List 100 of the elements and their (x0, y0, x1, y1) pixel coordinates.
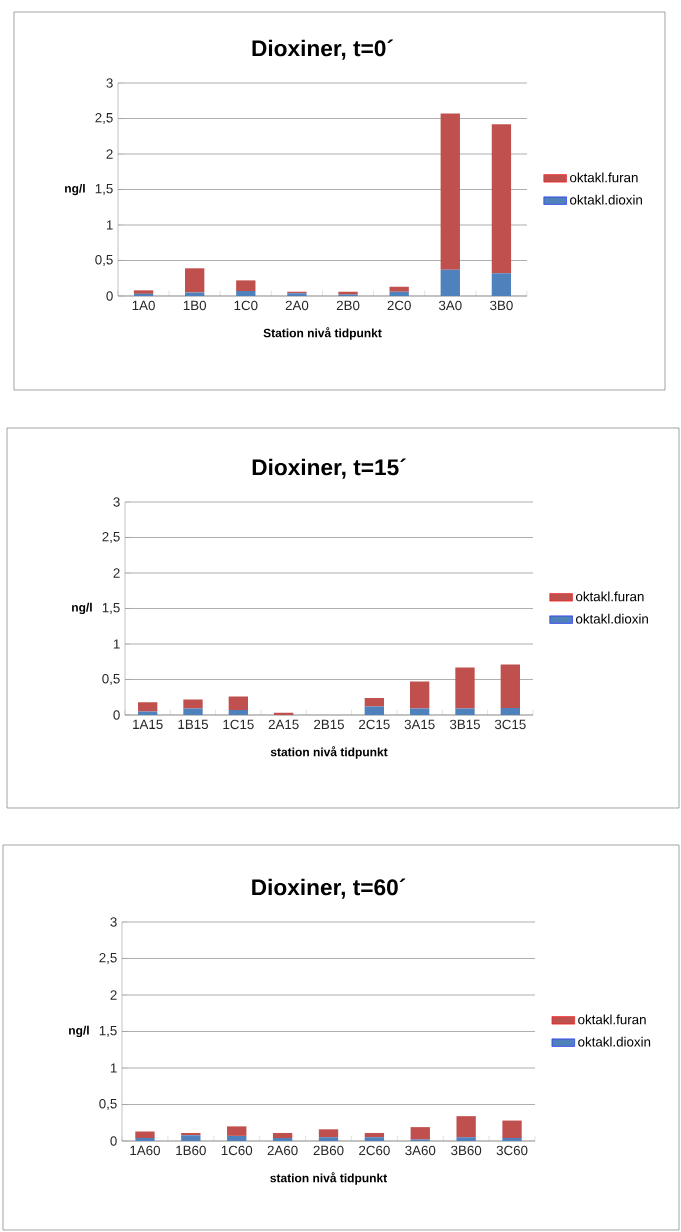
bar (500, 664, 520, 708)
chart-title: Dioxiner, t=60´ (252, 878, 406, 899)
x-tick-label: 2A60 (267, 1145, 298, 1156)
x-tick-label: 1A0 (132, 300, 155, 311)
x-axis-title: Station nivå tidpunkt (263, 327, 382, 340)
x-tick-label: 1A60 (130, 1145, 160, 1156)
bar (236, 280, 256, 292)
bar (272, 1138, 293, 1141)
y-tick-label: 1 (110, 1063, 117, 1073)
y-tick-label: 0,5 (95, 254, 113, 267)
bar (318, 1137, 339, 1141)
x-tick-label: 3A15 (404, 719, 435, 730)
bar (410, 1127, 430, 1140)
y-tick-label: 2 (106, 149, 113, 159)
bar (183, 708, 203, 715)
legend-label: oktakl.furan (576, 591, 644, 602)
y-tick-label: 1 (106, 220, 113, 230)
y-tick-label: 0 (106, 291, 113, 301)
x-tick-label: 1A15 (133, 719, 163, 729)
bar (491, 124, 512, 274)
bar (502, 1120, 522, 1139)
bar (440, 269, 460, 296)
bar (227, 1126, 247, 1136)
y-tick-label: 0 (110, 1136, 117, 1146)
x-tick-label: 2B60 (313, 1145, 344, 1156)
bar (409, 708, 430, 715)
bar (502, 1138, 522, 1141)
y-axis-title: ng/l (65, 183, 85, 196)
x-tick-label: 1B60 (176, 1145, 206, 1156)
y-tick-label: 2 (113, 568, 120, 578)
x-tick-label: 1B15 (178, 719, 209, 729)
bar (440, 113, 460, 270)
x-tick-label: 3B60 (451, 1145, 482, 1156)
bar (318, 1129, 339, 1138)
x-tick-label: 3C60 (496, 1145, 528, 1156)
y-tick-label: 2,5 (102, 532, 120, 544)
bar (181, 1135, 201, 1141)
bar (181, 1132, 201, 1136)
y-tick-label: 1,5 (102, 603, 120, 614)
bar (138, 711, 158, 715)
y-tick-label: 3 (113, 497, 120, 507)
bar (456, 1137, 476, 1141)
y-tick-label: 1,5 (95, 184, 113, 195)
legend-label: oktakl.furan (570, 172, 638, 183)
y-tick-label: 1 (113, 639, 120, 649)
bar (364, 706, 384, 715)
x-tick-label: 1C0 (234, 300, 258, 311)
y-tick-label: 2,5 (95, 113, 113, 125)
x-tick-label: 3B15 (449, 719, 480, 730)
bar (227, 1135, 247, 1141)
x-tick-label: 2A15 (268, 719, 299, 730)
y-tick-label: 0,5 (99, 1098, 117, 1111)
bar (409, 681, 430, 709)
x-tick-label: 3A60 (405, 1145, 436, 1156)
chart-title: Dioxiner, t=0´ (252, 39, 394, 60)
bar (135, 1131, 155, 1139)
y-axis-title: ng/l (72, 602, 92, 615)
y-axis-title: ng/l (69, 1025, 89, 1038)
y-tick-label: 0,5 (102, 673, 120, 686)
bar (185, 268, 205, 293)
bar (183, 699, 203, 709)
x-tick-label: 2C60 (359, 1145, 390, 1156)
y-tick-label: 1,5 (99, 1026, 117, 1037)
bar (364, 697, 384, 707)
x-tick-label: 2A0 (285, 300, 309, 311)
x-tick-label: 2B0 (336, 300, 360, 311)
bar (135, 1138, 155, 1141)
bar (185, 292, 205, 296)
bar (228, 696, 248, 711)
x-tick-label: 3B0 (490, 300, 513, 311)
legend-label: oktakl.dioxin (576, 613, 648, 624)
chart-title: Dioxiner, t=15´ (252, 458, 406, 479)
bar (272, 1132, 293, 1139)
y-tick-label: 3 (110, 917, 117, 927)
x-tick-label: 2C0 (387, 300, 411, 311)
y-tick-label: 2 (110, 990, 117, 1000)
x-tick-label: 1B0 (183, 300, 207, 311)
bar (228, 710, 248, 715)
x-tick-label: 1C60 (221, 1145, 253, 1156)
bar (236, 291, 256, 296)
legend-label: oktakl.dioxin (578, 1036, 651, 1047)
legend-label: oktakl.dioxin (570, 194, 642, 205)
bar (500, 707, 520, 715)
x-axis-title: station nivå tidpunkt (270, 746, 388, 759)
bar (455, 708, 475, 715)
bar (389, 286, 409, 292)
bar (138, 702, 158, 712)
x-tick-label: 1C15 (223, 719, 254, 730)
x-axis-title: station nivå tidpunkt (270, 1172, 388, 1185)
x-tick-label: 3C15 (494, 719, 526, 730)
bar (389, 291, 409, 296)
legend-label: oktakl.furan (578, 1014, 646, 1025)
y-tick-label: 2,5 (99, 952, 117, 965)
bar (364, 1137, 385, 1141)
bar (491, 273, 512, 296)
x-tick-label: 2B15 (314, 719, 344, 730)
y-tick-label: 0 (113, 710, 120, 720)
x-tick-label: 3A0 (438, 300, 462, 311)
y-tick-label: 3 (106, 78, 113, 88)
bar (456, 1116, 476, 1138)
